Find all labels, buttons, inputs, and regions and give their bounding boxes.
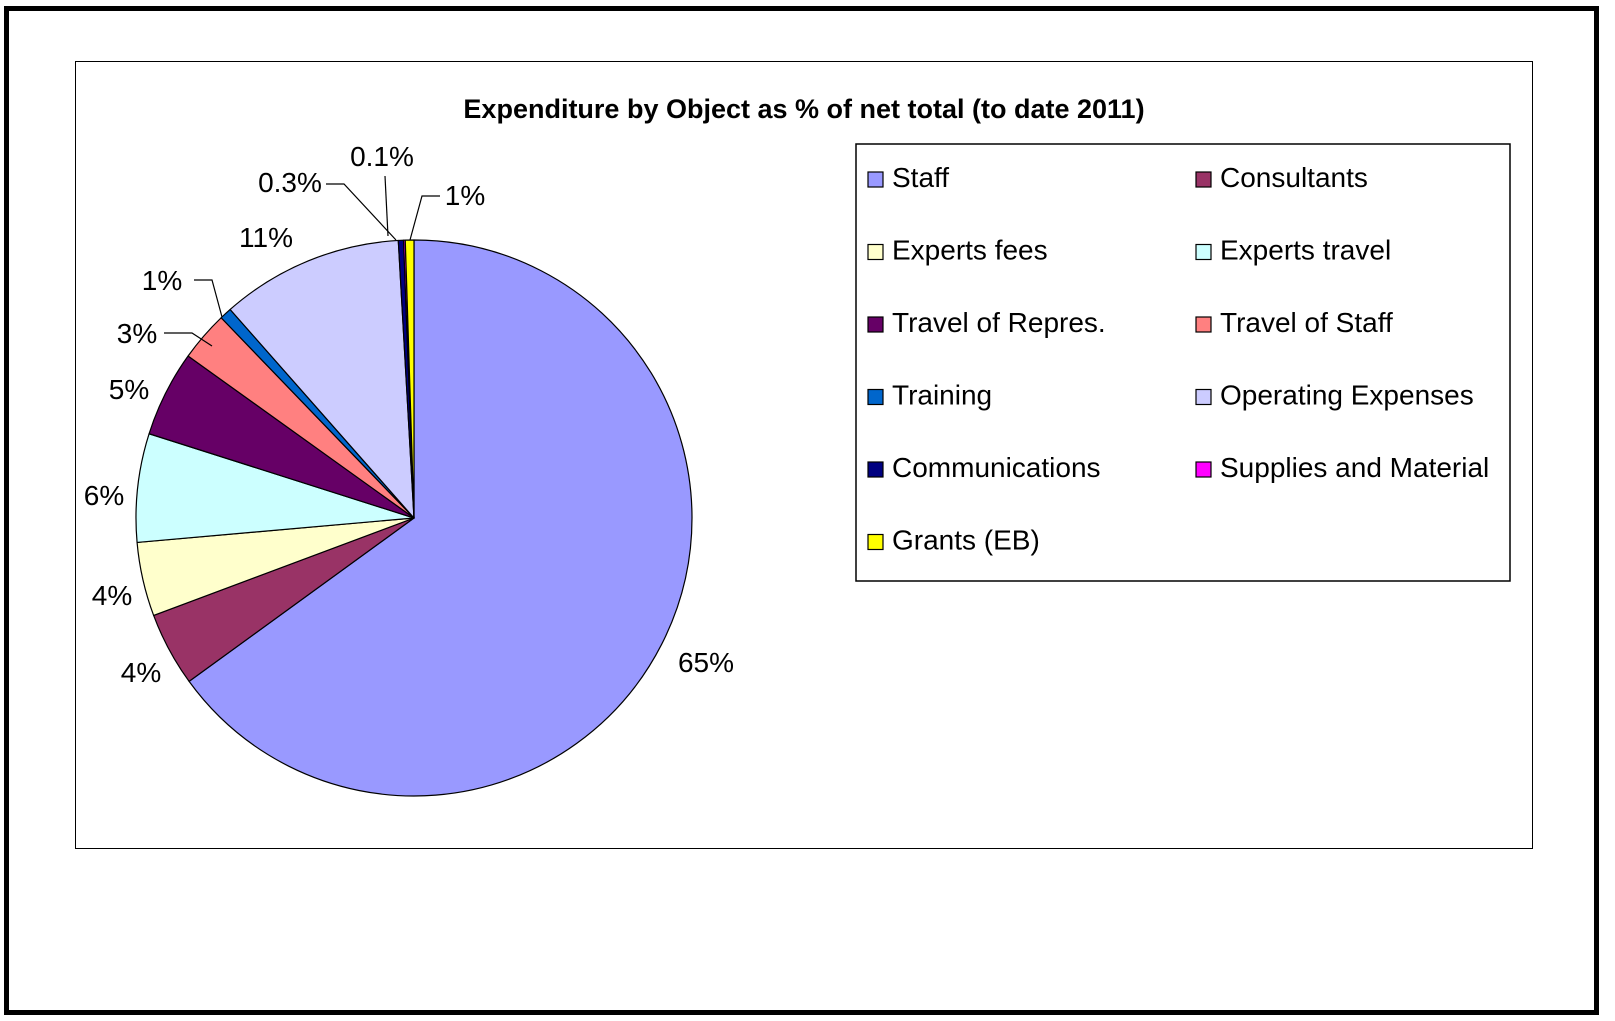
data-label: 11% xyxy=(239,222,293,253)
pie-slice-grants-eb xyxy=(404,239,415,519)
data-label: 6% xyxy=(84,480,124,511)
data-label: 4% xyxy=(121,657,161,688)
chart-title: Expenditure by Object as % of net total … xyxy=(463,94,1144,124)
leader-lines xyxy=(164,175,440,347)
pie-slice-operating-expenses xyxy=(229,239,415,519)
data-label: 4% xyxy=(92,580,132,611)
data-label: 1% xyxy=(142,265,182,296)
legend-box xyxy=(855,143,1511,582)
leader-line xyxy=(326,183,397,241)
data-label: 65% xyxy=(678,647,734,678)
legend-label: Grants (EB) xyxy=(892,525,1040,556)
legend-label: Staff xyxy=(892,162,949,193)
legend-label: Experts fees xyxy=(892,235,1048,266)
pie-slices xyxy=(135,239,693,797)
legend-swatch xyxy=(1195,316,1212,333)
legend-swatch xyxy=(1195,171,1212,188)
data-label: 0.3% xyxy=(258,167,322,198)
chart-area: Expenditure by Object as % of net total … xyxy=(75,61,1533,849)
leader-line xyxy=(409,195,440,241)
leader-line xyxy=(194,279,223,318)
leader-line xyxy=(384,175,389,237)
data-label: 5% xyxy=(109,374,149,405)
data-label: 1% xyxy=(445,180,485,211)
data-label: 0.1% xyxy=(350,141,414,172)
legend: Staff Consultants Experts fees Experts trav… xyxy=(855,143,1511,582)
legend-label: Experts travel xyxy=(1220,235,1391,266)
legend-swatch xyxy=(867,243,884,261)
legend-label: Communications xyxy=(892,452,1101,483)
outer-frame: Expenditure by Object as % of net total … xyxy=(4,6,1599,1015)
legend-label: Consultants xyxy=(1220,162,1368,193)
legend-label: Travel of Repres. xyxy=(892,307,1106,338)
legend-swatch xyxy=(867,461,884,478)
legend-swatch xyxy=(867,171,884,188)
legend-swatch xyxy=(1195,461,1212,478)
leader-line xyxy=(164,332,213,347)
pie-slice-staff xyxy=(188,239,693,797)
legend-label: Operating Expenses xyxy=(1220,380,1474,411)
pie-chart: Expenditure by Object as % of net total … xyxy=(84,94,1511,797)
legend-swatch xyxy=(867,316,884,333)
legend-label: Travel of Staff xyxy=(1220,307,1393,338)
legend-label: Supplies and Material xyxy=(1220,452,1489,483)
legend-swatch xyxy=(1195,388,1212,406)
legend-label: Training xyxy=(892,380,992,411)
legend-swatch xyxy=(1195,243,1212,261)
legend-swatch xyxy=(867,388,884,406)
legend-swatch xyxy=(867,533,884,551)
data-labels: 65% 4% 4% 6% 5% 3% 1% 11% 0.3% 0.1% 1% xyxy=(84,141,734,688)
data-label: 3% xyxy=(117,318,157,349)
